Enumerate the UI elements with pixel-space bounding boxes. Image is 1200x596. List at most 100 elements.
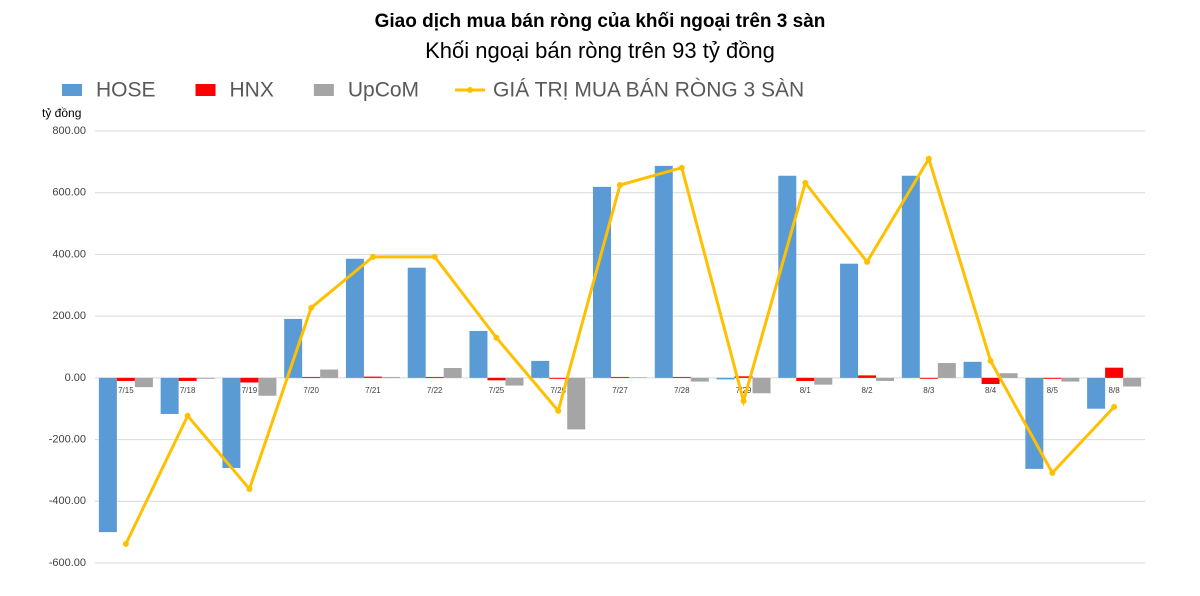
bar xyxy=(284,318,303,378)
bar xyxy=(778,175,797,378)
line-point xyxy=(246,485,253,492)
x-tick-label: 7/26 xyxy=(550,386,566,395)
bar xyxy=(345,258,364,378)
line-point xyxy=(740,398,747,404)
bar xyxy=(505,377,524,386)
bar xyxy=(690,377,709,382)
x-tick-label: 7/18 xyxy=(180,386,196,395)
line-point xyxy=(864,258,871,265)
x-tick-label: 7/27 xyxy=(612,386,628,395)
bar xyxy=(98,377,117,533)
bar xyxy=(531,360,550,378)
line xyxy=(124,155,1116,545)
x-tick-label: 8/2 xyxy=(861,386,873,395)
legend-marker xyxy=(467,87,474,93)
bar xyxy=(407,267,426,378)
bar xyxy=(443,367,462,378)
x-tick-label: 7/28 xyxy=(674,386,690,395)
bar xyxy=(425,376,444,378)
legend-swatch xyxy=(195,84,216,96)
line-point xyxy=(802,179,809,186)
bar xyxy=(1025,377,1044,469)
x-tick-label: 8/5 xyxy=(1047,386,1059,395)
line-point xyxy=(493,334,500,341)
bar xyxy=(487,377,506,381)
bar xyxy=(593,186,611,378)
bar xyxy=(672,376,691,378)
x-tick-label: 7/25 xyxy=(489,386,505,395)
legend-swatch xyxy=(62,84,82,96)
y-axis-label: tỷ đồng xyxy=(42,106,81,120)
legend-label: HOSE xyxy=(96,79,156,102)
x-tick-label: 7/19 xyxy=(242,386,258,395)
bar xyxy=(320,369,339,378)
x-tick-label: 7/22 xyxy=(427,386,443,395)
y-tick-label: 800.00 xyxy=(52,125,86,137)
y-tick-label: 400.00 xyxy=(52,248,86,260)
legend-label: UpCoM xyxy=(348,79,419,102)
bar xyxy=(981,377,1000,385)
bar xyxy=(937,363,956,378)
y-tick-label: -200.00 xyxy=(49,433,86,445)
legend-swatch xyxy=(313,84,334,96)
bar xyxy=(381,376,400,378)
bar xyxy=(840,263,859,378)
bar xyxy=(629,377,647,378)
y-tick-label: -400.00 xyxy=(49,495,86,507)
bar xyxy=(814,377,833,385)
bar xyxy=(1087,377,1106,409)
bar xyxy=(611,376,629,378)
bar xyxy=(901,175,920,378)
bar xyxy=(876,377,895,381)
line-point xyxy=(308,304,315,311)
bar xyxy=(363,376,382,378)
line-point xyxy=(1049,469,1056,476)
bar xyxy=(196,377,215,379)
bar xyxy=(116,377,135,381)
chart-title: Giao dịch mua bán ròng của khối ngoại tr… xyxy=(375,11,826,32)
line-point xyxy=(678,164,685,171)
line-point xyxy=(925,155,932,162)
y-tick-label: 600.00 xyxy=(52,187,86,199)
x-tick-label: 7/20 xyxy=(303,386,319,395)
line-point xyxy=(987,357,994,364)
x-tick-label: 7/29 xyxy=(736,386,752,395)
y-tick-label: 200.00 xyxy=(52,310,86,322)
bar xyxy=(240,377,259,383)
line-point xyxy=(369,253,376,260)
bar xyxy=(796,377,815,381)
x-tick-label: 8/3 xyxy=(923,386,935,395)
bar xyxy=(1123,377,1142,387)
bar xyxy=(919,377,938,379)
bar xyxy=(1061,377,1080,382)
bar xyxy=(134,377,153,388)
line-point xyxy=(1111,403,1118,410)
y-tick-label: -600.00 xyxy=(49,557,86,569)
bar xyxy=(258,377,277,396)
bar xyxy=(734,376,753,378)
x-tick-label: 8/4 xyxy=(985,386,997,395)
x-tick-label: 7/21 xyxy=(365,386,381,395)
line-point xyxy=(617,182,623,188)
bar xyxy=(178,377,197,381)
bar xyxy=(222,377,241,468)
legend-label: GIÁ TRỊ MUA BÁN RÒNG 3 SÀN xyxy=(493,79,804,102)
bar xyxy=(160,377,179,414)
line-point xyxy=(122,540,129,547)
bar xyxy=(567,377,586,430)
bar xyxy=(302,376,321,378)
x-tick-label: 8/1 xyxy=(800,386,812,395)
legend-label: HNX xyxy=(230,79,274,102)
x-tick-label: 7/15 xyxy=(118,386,134,395)
line-point xyxy=(555,407,562,414)
bar xyxy=(1043,377,1062,379)
y-tick-label: 0.00 xyxy=(65,372,86,384)
bar xyxy=(549,377,568,379)
bar xyxy=(999,373,1018,378)
bar xyxy=(858,375,877,378)
chart-subtitle: Khối ngoại bán ròng trên 93 tỷ đồng xyxy=(425,38,775,63)
bar xyxy=(963,361,982,378)
line-point xyxy=(184,412,191,419)
x-tick-label: 8/8 xyxy=(1109,386,1121,395)
